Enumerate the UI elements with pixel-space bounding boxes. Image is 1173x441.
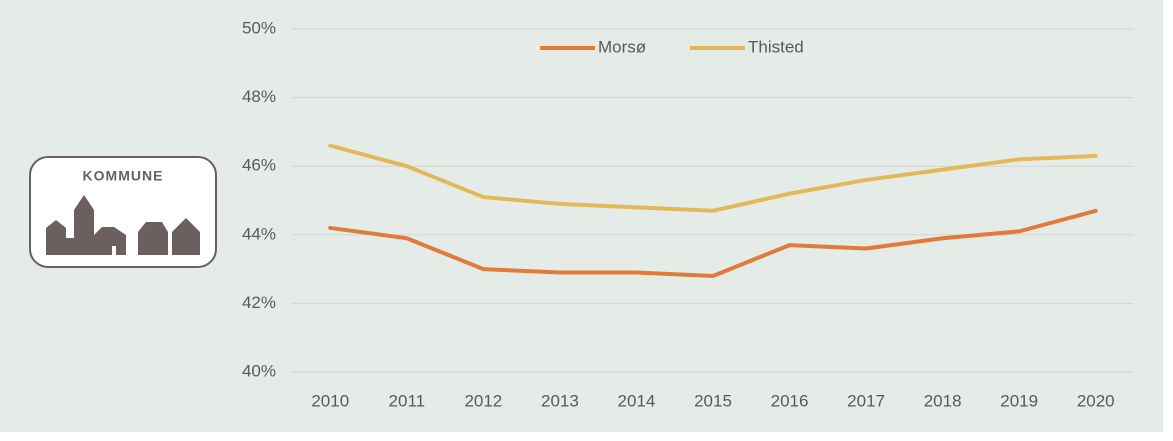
legend-label: Morsø [598, 37, 646, 56]
line-series [328, 143, 1098, 213]
logo-text: KOMMUNE [83, 168, 164, 184]
line-series [328, 208, 1098, 278]
x-tick-label: 2017 [847, 391, 885, 410]
x-tick-label: 2016 [771, 391, 809, 410]
x-tick-label: 2020 [1077, 391, 1115, 410]
y-tick-label: 40% [242, 361, 276, 380]
logo-buildings [46, 195, 200, 255]
x-tick-label: 2014 [618, 391, 656, 410]
x-tick-label: 2011 [389, 391, 426, 410]
logo: KOMMUNE [29, 156, 217, 268]
legend-label: Thisted [748, 37, 804, 56]
x-tick-label: 2019 [1000, 391, 1038, 410]
x-tick-label: 2015 [694, 391, 732, 410]
y-tick-label: 50% [242, 18, 276, 37]
x-tick-label: 2018 [924, 391, 962, 410]
x-tick-label: 2010 [311, 391, 349, 410]
x-tick-label: 2012 [464, 391, 502, 410]
x-tick-label: 2013 [541, 391, 579, 410]
y-tick-label: 42% [242, 293, 276, 312]
y-tick-label: 48% [242, 87, 276, 106]
y-tick-label: 44% [242, 224, 276, 243]
y-tick-label: 46% [242, 156, 276, 175]
